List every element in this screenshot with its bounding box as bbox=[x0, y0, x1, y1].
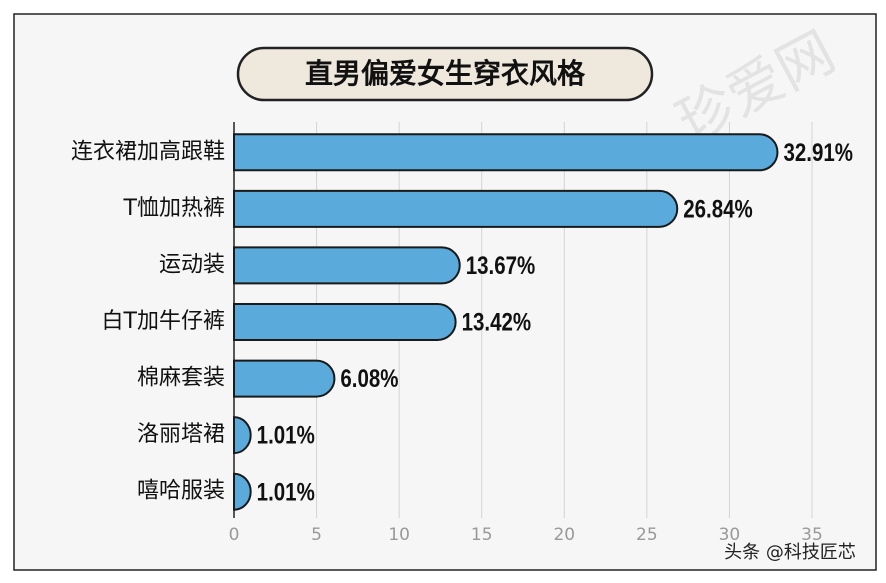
bar bbox=[233, 246, 461, 285]
value-label: 1.01% bbox=[257, 421, 315, 449]
x-tick-label: 20 bbox=[553, 525, 575, 545]
x-tick-label: 0 bbox=[229, 525, 240, 545]
y-tick-label: 棉麻套装 bbox=[137, 366, 225, 391]
frame bbox=[13, 13, 877, 571]
x-tick-label: 30 bbox=[719, 525, 741, 545]
x-tick-label: 10 bbox=[388, 525, 410, 545]
y-tick-label: 白T加牛仔裤 bbox=[102, 309, 225, 334]
value-label: 1.01% bbox=[257, 477, 315, 505]
title-pill bbox=[236, 46, 654, 102]
y-tick-label: 洛丽塔裙 bbox=[137, 422, 225, 447]
x-tick-label: 35 bbox=[801, 525, 823, 545]
x-tick-label: 5 bbox=[311, 525, 322, 545]
value-label: 32.91% bbox=[783, 138, 853, 166]
bar bbox=[233, 133, 779, 172]
y-tick-label: 嘻哈服装 bbox=[137, 479, 225, 504]
value-label: 13.67% bbox=[466, 251, 536, 279]
plot: 0 5 10 15 20 25 30 35 连衣裙加高跟鞋 32.91% T恤加热裤 26.84% 运动… bbox=[71, 122, 853, 545]
y-tick-label: 连衣裙加高跟鞋 bbox=[71, 139, 225, 164]
chart-title: 直男偏爱女生穿衣风格 bbox=[305, 57, 586, 90]
bar bbox=[233, 416, 252, 455]
footer: 头条 @科技匠芯 bbox=[724, 542, 856, 563]
value-label: 6.08% bbox=[340, 364, 398, 392]
y-tick-label: T恤加热裤 bbox=[123, 196, 225, 221]
value-label: 13.42% bbox=[462, 308, 532, 336]
y-tick-label: 运动装 bbox=[159, 252, 225, 277]
bar bbox=[233, 472, 252, 511]
bar bbox=[233, 189, 679, 228]
x-tick-label: 25 bbox=[636, 525, 658, 545]
value-label: 26.84% bbox=[683, 194, 753, 222]
bar bbox=[233, 359, 336, 398]
bar bbox=[233, 303, 457, 341]
x-tick-label: 15 bbox=[471, 525, 493, 545]
